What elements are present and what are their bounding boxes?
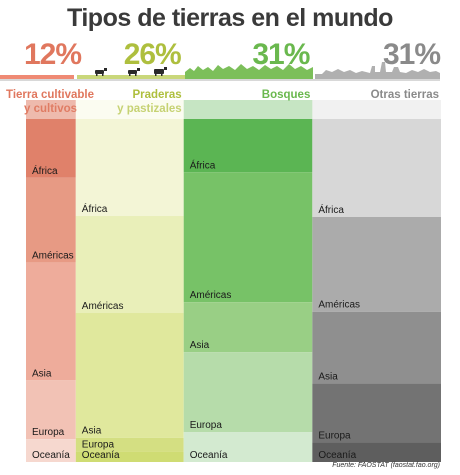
category-label-grassland: Praderas y pastizales xyxy=(117,88,182,116)
segment-label: Asia xyxy=(318,372,338,383)
segment-other-4 xyxy=(312,442,441,462)
chart-title: Tipos de tierras en el mundo xyxy=(67,4,393,32)
segment-label: Oceanía xyxy=(82,450,120,461)
segment-forest-1 xyxy=(183,172,313,303)
segment-cropland-4 xyxy=(26,439,76,462)
forest-silhouette xyxy=(185,64,313,79)
column-header-block xyxy=(312,100,441,119)
segment-other-3 xyxy=(312,383,441,443)
segment-forest-2 xyxy=(183,302,313,353)
share-label-other: 31% xyxy=(383,38,441,71)
column-header-block xyxy=(75,100,184,119)
segment-label: Oceanía xyxy=(32,450,70,461)
segment-grassland-3 xyxy=(75,437,184,452)
segment-label: Américas xyxy=(82,301,124,312)
stacked-columns: ÁfricaAméricasAsiaEuropaOceaníaÁfricaAmé… xyxy=(26,100,441,462)
segment-label: Américas xyxy=(190,290,232,301)
segment-cropland-3 xyxy=(26,380,76,440)
city-silhouette xyxy=(315,62,440,79)
cow-icon xyxy=(95,68,107,76)
category-label-line: Bosques xyxy=(261,89,311,101)
share-label-forest: 31% xyxy=(252,38,310,71)
segment-label: Asia xyxy=(190,340,210,351)
segment-cropland-1 xyxy=(26,177,76,263)
segment-label: Asia xyxy=(82,426,102,437)
segment-forest-0 xyxy=(183,119,313,173)
category-label-line: Tierra cultivable xyxy=(6,89,94,101)
column-header-block xyxy=(26,100,76,119)
segment-label: Américas xyxy=(318,300,360,311)
category-label-line: Otras tierras xyxy=(370,89,439,101)
segment-label: Europa xyxy=(32,427,65,438)
segment-other-0 xyxy=(312,119,441,217)
column-header-block xyxy=(183,100,313,119)
segment-grassland-0 xyxy=(75,119,184,217)
share-label-grassland: 26% xyxy=(123,38,182,71)
segment-cropland-0 xyxy=(26,119,76,178)
segment-label: Asia xyxy=(32,368,52,379)
column-cropland: África Américas Asia Europa Oceanía xyxy=(26,100,76,462)
segment-forest-4 xyxy=(183,432,313,462)
category-label-line: y pastizales xyxy=(117,103,182,115)
segment-label: Europa xyxy=(82,440,115,451)
segment-label: Europa xyxy=(318,430,351,441)
segment-grassland-1 xyxy=(75,216,184,314)
segment-label: África xyxy=(318,203,344,216)
cow-icon xyxy=(154,67,167,76)
segment-grassland-4 xyxy=(75,451,184,462)
segment-grassland-2 xyxy=(75,313,184,438)
column-other: África Américas Asia Europa Oceanía xyxy=(312,100,441,462)
ground-line xyxy=(0,79,440,81)
segment-label: Oceanía xyxy=(318,450,356,461)
cropland-strip xyxy=(0,75,74,79)
share-label-cropland: 12% xyxy=(24,38,82,71)
segment-label: África xyxy=(82,202,108,215)
cow-icon xyxy=(128,68,140,76)
segment-cropland-2 xyxy=(26,262,76,381)
landscape-illustration xyxy=(0,62,440,81)
source-note: Fuente: FAOSTAT (faostat.fao.org) xyxy=(332,462,440,469)
category-label-other: Otras tierras xyxy=(371,88,439,102)
category-label-line: Praderas xyxy=(132,89,182,101)
segment-label: Europa xyxy=(190,420,223,431)
segment-other-2 xyxy=(312,311,441,384)
segment-other-1 xyxy=(312,217,441,312)
segment-label: Oceanía xyxy=(190,450,228,461)
segment-label: África xyxy=(32,164,58,177)
segment-forest-3 xyxy=(183,352,313,433)
column-forest: África Américas Asia Europa Oceanía xyxy=(183,100,313,462)
grassland-strip xyxy=(77,75,187,79)
segment-label: Américas xyxy=(32,251,74,262)
segment-label: África xyxy=(190,158,216,171)
category-label-forest: Bosques xyxy=(262,88,311,102)
